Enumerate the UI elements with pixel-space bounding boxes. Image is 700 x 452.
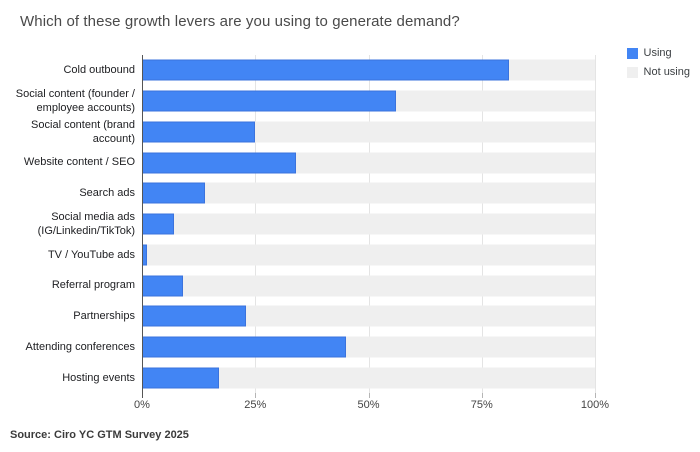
category-label: Social content (brand account): [31, 118, 135, 145]
category-label: Search ads: [79, 187, 135, 200]
bar-row: [142, 178, 595, 209]
category-label: Hosting events: [62, 371, 135, 384]
category-label: Social content (founder / employee accou…: [15, 87, 135, 115]
bar-row: [142, 362, 595, 393]
not-using-bar: [142, 367, 595, 389]
category-label: Referral program: [51, 279, 135, 292]
x-axis-tick-label: 100%: [580, 399, 610, 411]
bar-row: [142, 209, 595, 240]
axis-tick: [368, 393, 370, 398]
category-label: Partnerships: [73, 310, 135, 323]
not-using-bar: [142, 305, 595, 327]
category-labels: Cold outbound Social content (founder / e…: [0, 55, 135, 393]
using-bar: [142, 213, 174, 235]
legend-label-using: Using: [643, 47, 672, 59]
bar-row: [142, 270, 595, 301]
category-label: Social media ads (IG/Linkedin/TikTok): [37, 210, 135, 238]
category-label: Website content / SEO: [23, 156, 135, 169]
axis-tick: [595, 393, 596, 398]
bar-row: [142, 301, 595, 332]
legend-label-not-using: Not using: [643, 66, 690, 78]
bar-rows: [142, 55, 595, 393]
using-bar: [142, 336, 346, 358]
axis-tick: [255, 393, 257, 398]
x-axis-labels: 0% 25% 50% 75% 100%: [0, 399, 700, 413]
not-using-bar: [142, 213, 595, 235]
using-bar: [142, 59, 509, 81]
not-using-bar: [142, 182, 595, 204]
legend-item-not-using: Not using: [626, 66, 690, 78]
x-axis-tick-label: 75%: [470, 399, 493, 411]
chart-title: Which of these growth levers are you usi…: [20, 13, 460, 30]
category-label: TV / YouTube ads: [47, 248, 135, 261]
not-using-bar: [142, 121, 595, 143]
using-bar: [142, 182, 206, 204]
using-bar: [142, 244, 147, 266]
legend: Using Not using: [626, 47, 690, 85]
bar-row: [142, 55, 595, 86]
legend-item-using: Using: [626, 47, 690, 59]
using-bar: [142, 367, 219, 389]
axis-tick: [481, 393, 483, 398]
bar-row: [142, 239, 595, 270]
using-bar: [142, 121, 256, 143]
category-label: Cold outbound: [63, 64, 135, 77]
not-using-bar: [142, 275, 595, 296]
x-axis-tick-label: 50%: [357, 399, 380, 411]
bar-row: [142, 116, 595, 147]
y-axis-baseline: [142, 55, 143, 398]
x-axis-tick-label: 25%: [244, 399, 267, 411]
using-bar: [142, 275, 183, 296]
not-using-swatch-icon: [626, 66, 638, 78]
plot-area: [142, 55, 596, 398]
bar-row: [142, 86, 595, 117]
using-bar: [142, 305, 247, 327]
using-bar: [142, 90, 396, 112]
source-note: Source: Ciro YC GTM Survey 2025: [10, 429, 189, 441]
using-swatch-icon: [626, 47, 638, 59]
using-bar: [142, 152, 297, 174]
x-axis-tick-label: 0%: [134, 399, 150, 411]
category-label: Attending conferences: [25, 340, 135, 353]
gridline: [595, 55, 596, 393]
bar-row: [142, 332, 595, 363]
not-using-bar: [142, 244, 595, 266]
bar-row: [142, 147, 595, 178]
